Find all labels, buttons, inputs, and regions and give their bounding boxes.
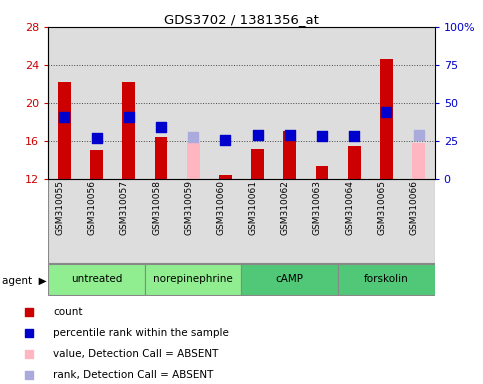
Bar — [348, 146, 361, 179]
Bar — [251, 149, 264, 179]
Text: GSM310058: GSM310058 — [152, 180, 161, 235]
Text: GSM310055: GSM310055 — [56, 180, 64, 235]
Text: forskolin: forskolin — [364, 274, 409, 285]
Title: GDS3702 / 1381356_at: GDS3702 / 1381356_at — [164, 13, 319, 26]
Bar — [380, 59, 393, 179]
Bar — [242, 264, 338, 295]
Point — [415, 132, 423, 138]
Text: count: count — [53, 306, 83, 316]
Bar — [284, 131, 296, 179]
Bar — [145, 264, 242, 295]
Bar — [48, 264, 145, 295]
Point — [157, 124, 165, 131]
Bar — [338, 264, 435, 295]
Point — [286, 132, 294, 138]
Text: untreated: untreated — [71, 274, 122, 285]
Point — [222, 137, 229, 143]
Point — [125, 114, 133, 120]
Text: value, Detection Call = ABSENT: value, Detection Call = ABSENT — [53, 349, 218, 359]
Text: GSM310065: GSM310065 — [377, 180, 386, 235]
Text: agent  ▶: agent ▶ — [2, 276, 47, 286]
Bar — [58, 82, 71, 179]
Text: GSM310064: GSM310064 — [345, 180, 354, 235]
Point — [93, 135, 100, 141]
Bar — [122, 82, 135, 179]
Bar — [90, 150, 103, 179]
Point — [189, 134, 197, 140]
Point — [60, 114, 68, 120]
Point — [383, 109, 390, 115]
Bar — [187, 142, 199, 179]
Text: GSM310061: GSM310061 — [249, 180, 257, 235]
Text: GSM310059: GSM310059 — [184, 180, 193, 235]
Point — [318, 133, 326, 139]
Text: cAMP: cAMP — [276, 274, 304, 285]
Text: GSM310063: GSM310063 — [313, 180, 322, 235]
Bar — [219, 175, 232, 179]
Text: GSM310066: GSM310066 — [410, 180, 419, 235]
Text: percentile rank within the sample: percentile rank within the sample — [53, 328, 229, 338]
Bar — [412, 142, 425, 179]
Point — [254, 132, 261, 138]
Bar — [155, 137, 168, 179]
Text: GSM310062: GSM310062 — [281, 180, 290, 235]
Bar — [315, 166, 328, 179]
Text: GSM310057: GSM310057 — [120, 180, 129, 235]
Text: rank, Detection Call = ABSENT: rank, Detection Call = ABSENT — [53, 370, 213, 380]
Bar — [48, 179, 435, 263]
Text: GSM310056: GSM310056 — [87, 180, 97, 235]
Text: norepinephrine: norepinephrine — [153, 274, 233, 285]
Point — [350, 133, 358, 139]
Text: GSM310060: GSM310060 — [216, 180, 226, 235]
